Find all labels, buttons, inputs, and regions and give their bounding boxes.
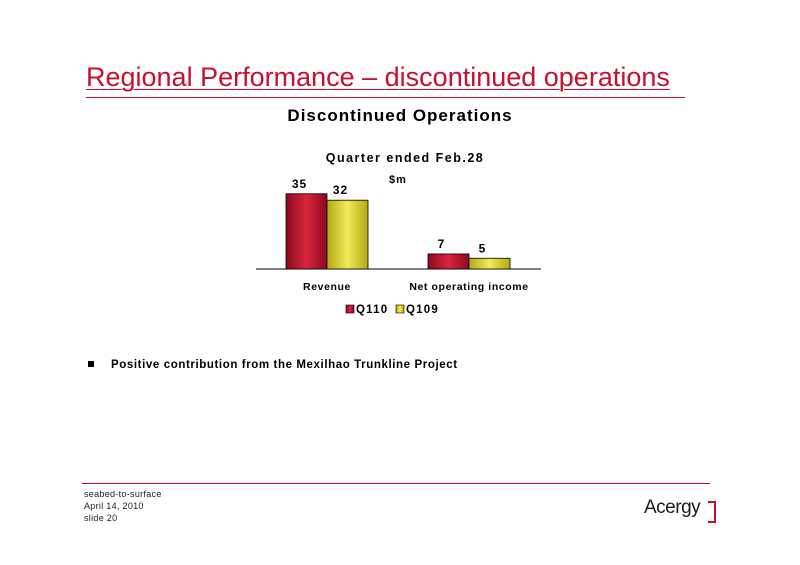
title-divider [86, 97, 685, 98]
unit-label: $m [389, 174, 407, 186]
data-label: 7 [438, 237, 446, 251]
acergy-logo: Acergy [644, 497, 716, 525]
footer-slide-number: slide 20 [84, 513, 118, 523]
legend-swatch-q110 [345, 304, 355, 314]
bar-q109-0 [326, 199, 369, 270]
category-label: Revenue [303, 281, 351, 293]
bar-q110-1 [427, 253, 470, 270]
legend-label: Q109 [406, 304, 439, 316]
data-label: 32 [333, 183, 348, 197]
category-label: Net operating income [409, 281, 528, 293]
bullet-marker [88, 361, 94, 367]
bar-q110-0 [285, 193, 328, 270]
footer-tagline: seabed-to-surface [84, 489, 162, 499]
bar-chart: Quarter ended Feb.28 $m 35 32 Revenue 7 5 Net… [256, 151, 541, 316]
chart-heading: Discontinued Operations [287, 106, 513, 125]
logo-wordmark: Acergy [644, 497, 701, 518]
bar-q109-1 [468, 257, 511, 270]
logo-bracket-icon [708, 501, 716, 523]
footer-divider [82, 483, 710, 484]
data-label: 5 [479, 241, 487, 255]
chart-subtitle: Quarter ended Feb.28 [326, 151, 485, 165]
slide-title: Regional Performance – discontinued oper… [86, 62, 670, 92]
legend-label: Q110 [356, 304, 388, 316]
footer-date: April 14, 2010 [84, 501, 144, 511]
bullet-text: Positive contribution from the Mexilhao … [111, 359, 458, 371]
bullet-item: Positive contribution from the Mexilhao … [88, 359, 458, 371]
legend-swatch-q109 [395, 304, 405, 314]
data-label: 35 [292, 177, 307, 191]
